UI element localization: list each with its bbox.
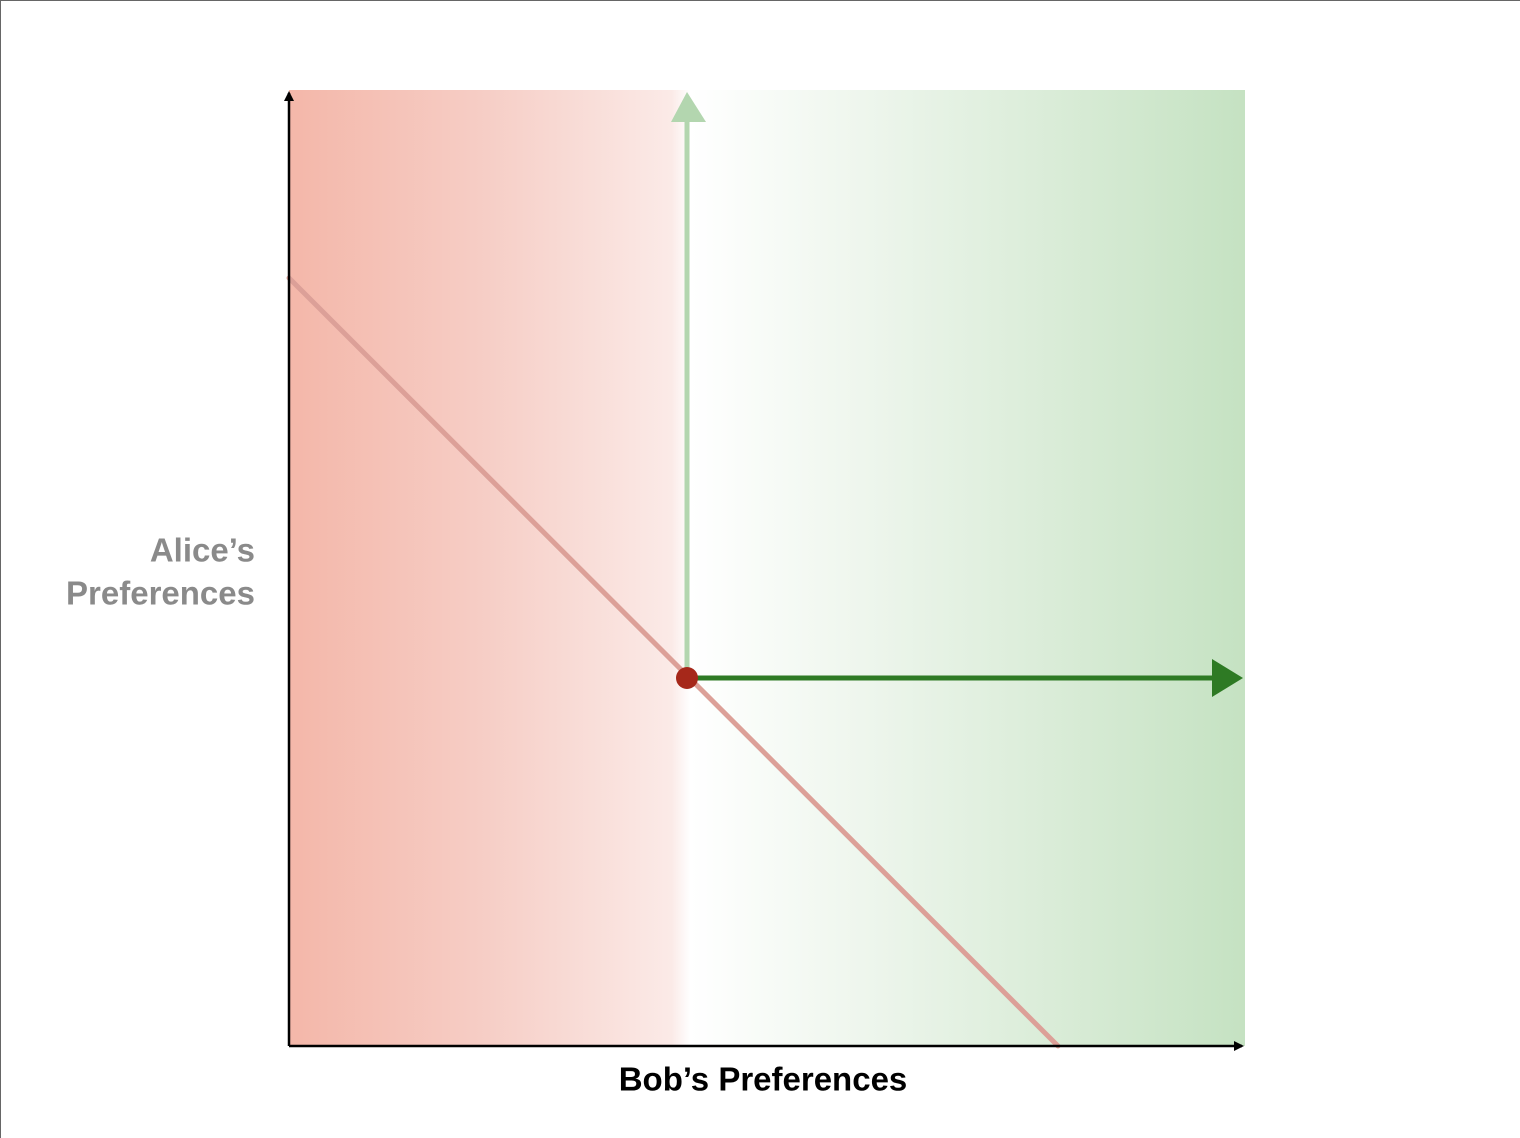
vertical-arrowhead — [671, 92, 706, 122]
tradeoff-line — [286, 275, 1061, 1049]
x-axis-label: Bob’s Preferences — [619, 1061, 908, 1098]
y-axis-label: Preferences — [66, 575, 255, 612]
horizontal-arrowhead — [1212, 659, 1243, 697]
current-point — [676, 667, 698, 689]
plot-background — [289, 90, 1245, 1046]
y-axis-label: Alice’s — [150, 532, 255, 569]
